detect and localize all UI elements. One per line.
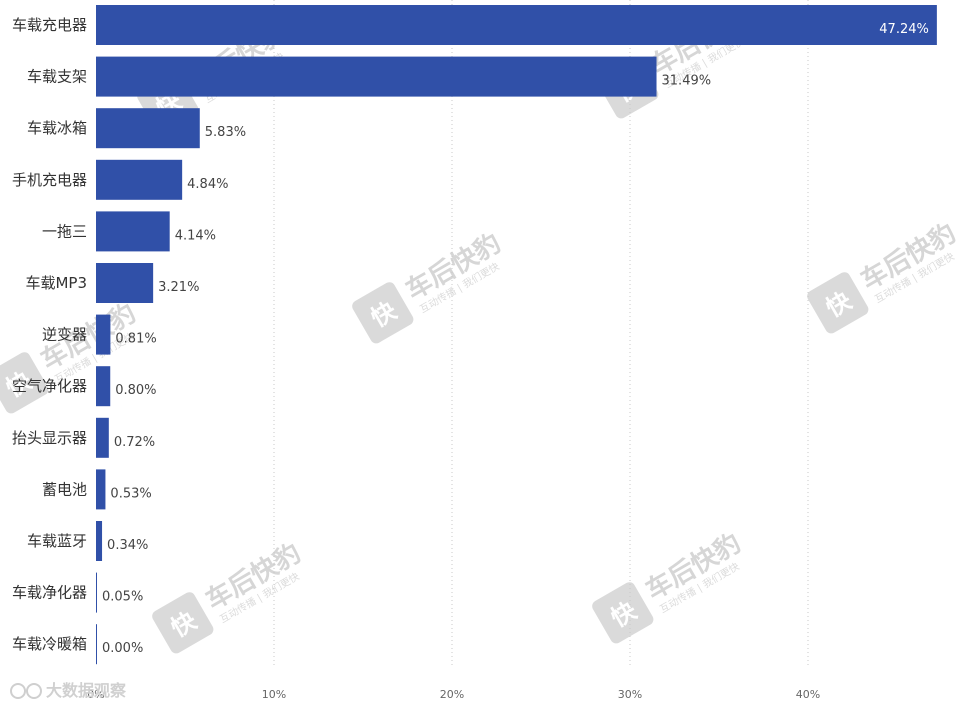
x-axis-ticks: 0% 10% 20% 30% 40% (87, 688, 820, 701)
x-tick-label: 0% (87, 688, 104, 701)
watermark-logo-icon (152, 592, 214, 654)
grid-lines (273, 0, 809, 668)
category-label: 空气净化器 (12, 377, 87, 395)
source-mark: 大数据观察 (10, 681, 127, 700)
category-label: 车载冰箱 (27, 119, 87, 137)
category-label: 车载冷暖箱 (12, 635, 87, 653)
data-label: 0.80% (115, 383, 156, 398)
data-label: 4.84% (187, 177, 228, 192)
x-tick-label: 40% (796, 688, 820, 701)
bar (96, 624, 97, 665)
bar (96, 314, 111, 355)
data-label: 3.21% (158, 280, 199, 295)
data-label: 31.49% (662, 74, 712, 89)
data-label: 0.81% (115, 332, 156, 347)
bar (96, 417, 109, 458)
data-label: 0.05% (102, 590, 143, 605)
bar (96, 211, 170, 252)
x-tick-label: 10% (262, 688, 286, 701)
category-label: 逆变器 (42, 326, 87, 344)
bar (96, 263, 154, 303)
category-label: 车载蓝牙 (27, 532, 87, 550)
bar (96, 469, 106, 510)
category-label: 车载净化器 (12, 584, 87, 602)
category-label: 一拖三 (42, 222, 87, 240)
category-label: 车载支架 (27, 68, 87, 86)
bar (96, 521, 103, 561)
source-text: 大数据观察 (46, 681, 127, 700)
bar (96, 366, 111, 407)
data-label: 0.00% (102, 641, 143, 656)
watermark-logo-icon (592, 582, 654, 644)
category-label: 车载充电器 (12, 16, 87, 34)
watermark-logo-icon (807, 272, 869, 334)
data-label: 47.24% (879, 22, 929, 37)
watermark-logo-icon (352, 282, 414, 344)
bar (96, 5, 937, 45)
x-tick-label: 20% (440, 688, 464, 701)
data-label: 5.83% (205, 125, 246, 140)
category-label: 车载MP3 (25, 274, 87, 292)
bars-group (96, 5, 937, 665)
data-label: 0.72% (114, 435, 155, 450)
category-label: 蓄电池 (42, 480, 87, 498)
bar (96, 56, 657, 97)
category-label: 手机充电器 (12, 171, 87, 189)
watermark-logo-icon (0, 352, 49, 414)
bar (96, 108, 200, 149)
value-labels: 47.24% 31.49% 5.83% 4.84% 4.14% 3.21% 0.81% 0.8… (102, 22, 929, 656)
bar (96, 159, 183, 200)
data-label: 0.34% (107, 538, 148, 553)
data-label: 4.14% (175, 228, 216, 243)
source-logo-icon (10, 683, 42, 699)
x-tick-label: 30% (618, 688, 642, 701)
bar (96, 572, 97, 613)
category-label: 抬头显示器 (12, 429, 87, 447)
data-label: 0.53% (110, 486, 151, 501)
